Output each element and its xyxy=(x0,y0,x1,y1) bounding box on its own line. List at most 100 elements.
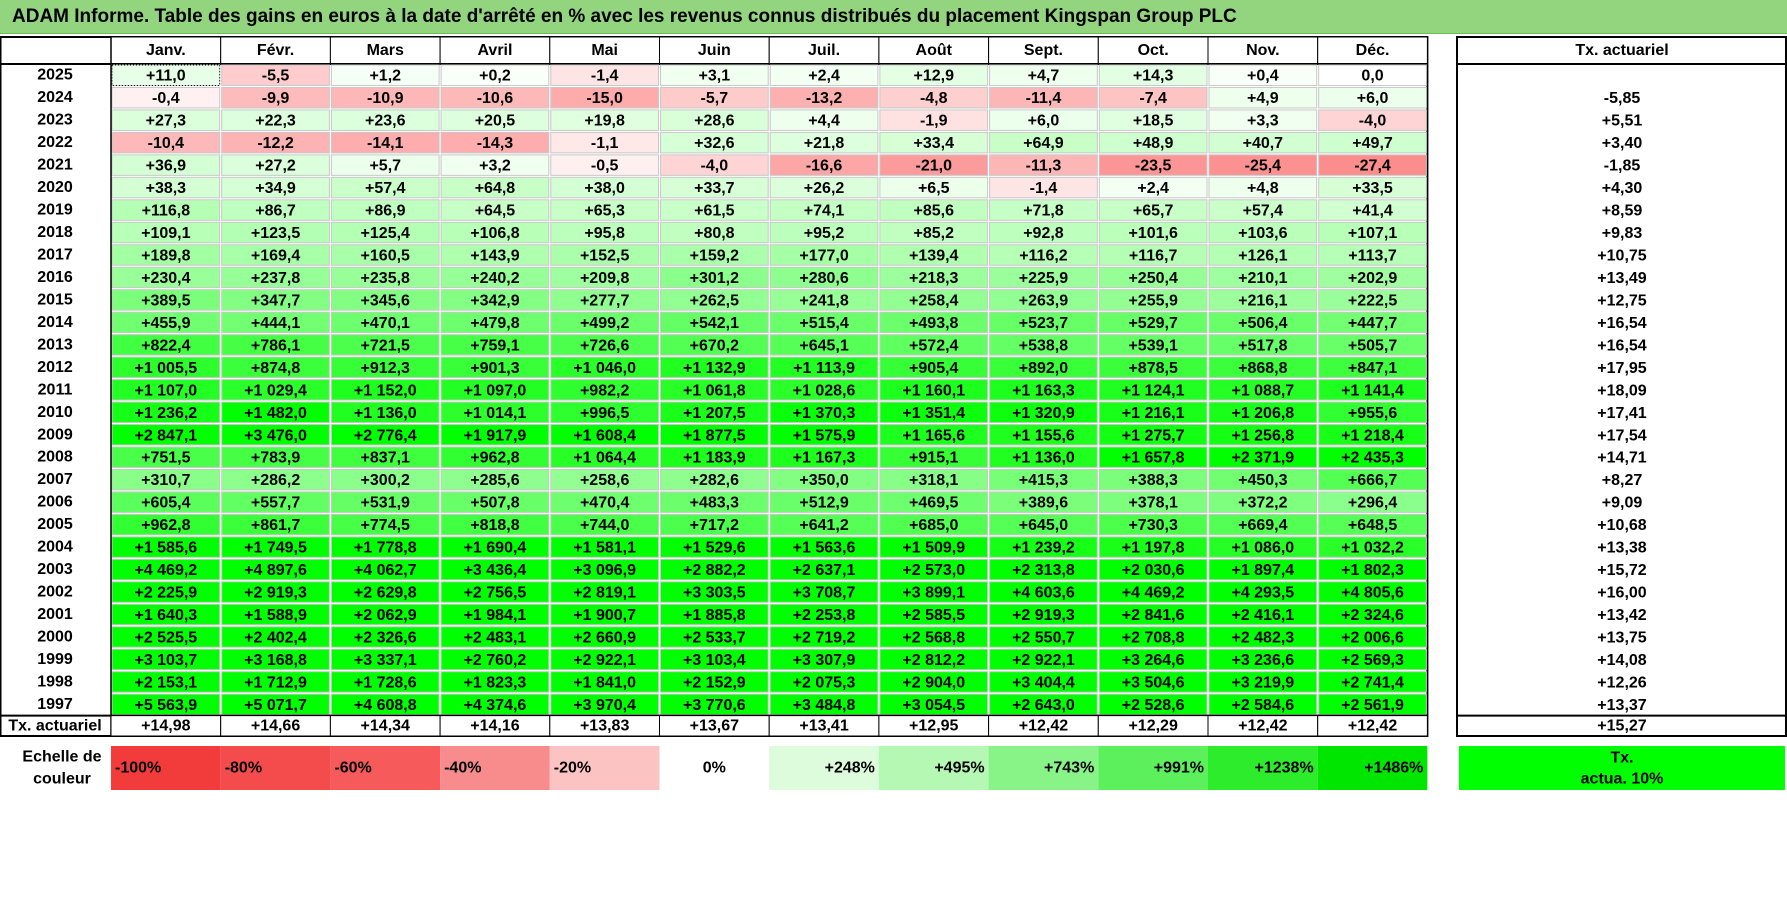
value-label: +3 404,4 xyxy=(1012,674,1075,691)
value-label: +892,0 xyxy=(1019,360,1068,377)
value-cell xyxy=(879,558,989,581)
value-label: +57,4 xyxy=(1243,203,1284,220)
value-label: +645,0 xyxy=(1019,517,1068,534)
value-label: +14,3 xyxy=(1133,68,1174,85)
value-label: -5,5 xyxy=(262,68,290,85)
value-cell xyxy=(1098,401,1208,424)
value-label: +116,2 xyxy=(1019,247,1068,264)
value-cell xyxy=(660,266,769,289)
value-cell xyxy=(989,289,1098,311)
value-label: +2,4 xyxy=(808,68,840,85)
value-label: +4 469,2 xyxy=(134,562,197,579)
value-label: +2 847,1 xyxy=(134,427,197,444)
value-cell xyxy=(330,266,440,289)
value-label: +1 029,4 xyxy=(244,382,307,399)
value-label: +3 307,9 xyxy=(793,652,856,669)
value-cell xyxy=(769,693,879,716)
tx-value: +8,27 xyxy=(1602,472,1643,489)
tx-value: +16,54 xyxy=(1597,337,1646,354)
value-label: +389,5 xyxy=(141,292,190,309)
tx-header: Tx. actuariel xyxy=(1575,42,1668,59)
value-cell xyxy=(1098,424,1208,446)
value-cell xyxy=(879,131,989,154)
value-label: +605,4 xyxy=(141,495,190,512)
value-cell xyxy=(879,86,989,109)
footer-value: +13,41 xyxy=(799,717,848,734)
value-label: +447,7 xyxy=(1348,315,1397,332)
value-label: +955,6 xyxy=(1348,405,1397,422)
value-label: +48,9 xyxy=(1133,135,1174,152)
value-label: +901,3 xyxy=(470,360,519,377)
value-label: +3 103,4 xyxy=(683,652,746,669)
value-label: +744,0 xyxy=(580,517,629,534)
value-cell xyxy=(1318,491,1427,513)
value-cell xyxy=(330,513,440,536)
value-cell xyxy=(1098,64,1208,86)
value-label: +730,3 xyxy=(1128,517,1177,534)
value-cell xyxy=(660,401,769,424)
value-label: +4,7 xyxy=(1028,68,1060,85)
value-cell xyxy=(1098,311,1208,334)
value-label: +1 608,4 xyxy=(573,427,636,444)
value-cell xyxy=(440,693,550,716)
value-cell xyxy=(1208,154,1318,176)
value-label: +347,7 xyxy=(251,292,300,309)
value-label: +2 569,3 xyxy=(1341,652,1404,669)
value-label: +455,9 xyxy=(141,315,190,332)
value-cell xyxy=(769,199,879,221)
tx-value: +3,40 xyxy=(1602,135,1643,152)
row-year: 2012 xyxy=(37,359,73,376)
footer-value: +12,42 xyxy=(1238,717,1287,734)
value-label: +3 303,5 xyxy=(683,585,746,602)
value-label: +2 660,9 xyxy=(573,629,636,646)
value-label: +1 163,3 xyxy=(1012,382,1075,399)
value-cell xyxy=(330,64,440,86)
value-cell xyxy=(221,311,330,334)
value-label: +3 096,9 xyxy=(573,562,636,579)
value-cell xyxy=(769,221,879,244)
value-label: +1 236,2 xyxy=(134,405,197,422)
value-cell xyxy=(550,244,659,266)
value-cell xyxy=(879,648,989,671)
value-label: +85,6 xyxy=(914,203,955,220)
value-label: +2 741,4 xyxy=(1341,674,1404,691)
legend-swatch xyxy=(220,746,331,790)
value-label: +1 046,0 xyxy=(573,360,636,377)
footer-value: +12,42 xyxy=(1019,717,1068,734)
value-cell xyxy=(1318,199,1427,221)
value-label: +962,8 xyxy=(141,517,190,534)
value-cell xyxy=(550,199,659,221)
value-cell xyxy=(1208,446,1318,468)
value-cell xyxy=(879,266,989,289)
row-year: 2000 xyxy=(37,628,73,645)
value-cell xyxy=(769,424,879,446)
value-cell xyxy=(989,356,1098,379)
value-cell xyxy=(221,491,330,513)
value-cell xyxy=(879,334,989,356)
value-cell xyxy=(111,581,221,603)
row-year: 2019 xyxy=(37,202,73,219)
value-cell xyxy=(221,558,330,581)
value-cell xyxy=(330,379,440,401)
value-label: +4,4 xyxy=(808,113,840,130)
value-cell xyxy=(660,558,769,581)
value-label: +2 922,1 xyxy=(573,652,636,669)
value-label: +2 030,6 xyxy=(1122,562,1185,579)
value-label: +1 823,3 xyxy=(464,674,527,691)
value-cell xyxy=(550,109,659,131)
value-cell xyxy=(879,379,989,401)
value-cell xyxy=(330,671,440,693)
legend-tx-swatch xyxy=(1459,746,1785,790)
value-cell xyxy=(1208,131,1318,154)
legend-label: +991% xyxy=(1154,760,1204,777)
value-cell xyxy=(1208,558,1318,581)
value-cell xyxy=(1208,693,1318,716)
value-cell xyxy=(330,86,440,109)
value-label: +101,6 xyxy=(1128,225,1177,242)
value-label: +103,6 xyxy=(1238,225,1287,242)
value-label: +721,5 xyxy=(361,337,410,354)
value-cell xyxy=(330,289,440,311)
value-label: +2 904,0 xyxy=(902,674,965,691)
row-year: 2005 xyxy=(37,516,73,533)
month-header: Avril xyxy=(477,42,512,59)
